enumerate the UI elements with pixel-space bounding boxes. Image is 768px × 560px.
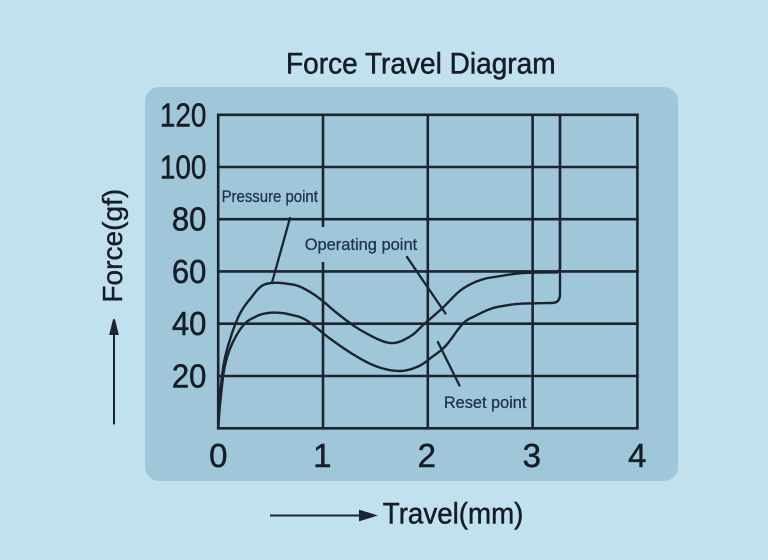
svg-text:Force(gf): Force(gf) — [97, 189, 128, 303]
svg-text:Travel(mm): Travel(mm) — [383, 497, 524, 530]
svg-text:2: 2 — [418, 437, 436, 474]
svg-text:60: 60 — [172, 253, 207, 290]
svg-text:Force Travel Diagram: Force Travel Diagram — [286, 47, 556, 80]
svg-text:0: 0 — [209, 437, 227, 474]
svg-text:Operating point: Operating point — [305, 235, 418, 254]
svg-text:Pressure point: Pressure point — [222, 187, 319, 206]
svg-text:4: 4 — [628, 437, 646, 474]
svg-text:120: 120 — [160, 96, 207, 133]
svg-text:80: 80 — [172, 201, 207, 238]
svg-text:40: 40 — [172, 305, 207, 342]
svg-text:1: 1 — [313, 437, 331, 474]
svg-text:3: 3 — [523, 437, 541, 474]
svg-text:100: 100 — [160, 149, 207, 186]
svg-text:Reset point: Reset point — [444, 393, 527, 412]
svg-text:20: 20 — [172, 358, 207, 395]
